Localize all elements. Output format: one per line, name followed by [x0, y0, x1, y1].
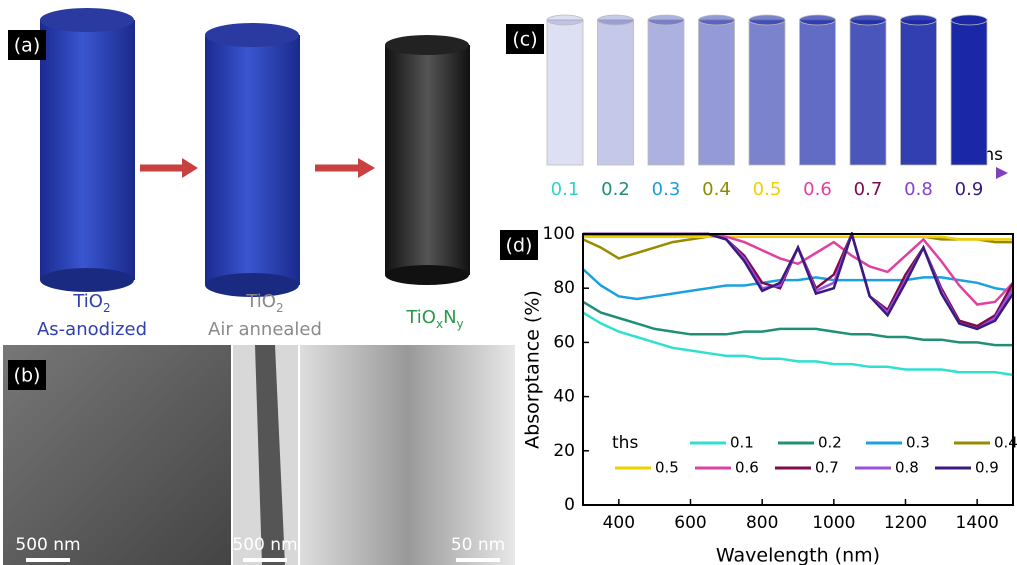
x-tick-label: 1000	[812, 513, 855, 533]
y-tick-label: 60	[553, 332, 575, 352]
panel-label: (a)	[14, 35, 40, 57]
ths-label: 0.7	[854, 179, 883, 200]
legend-label: 0.5	[655, 459, 679, 477]
series-line	[583, 237, 1013, 240]
body: (a) TiO2As-anodizedTiO2Air annealedTiOxN…	[0, 0, 1017, 565]
page: {"panel_a": {"label": "(a)", "items": [ …	[0, 0, 1017, 565]
ths-label: 0.8	[904, 179, 933, 200]
tube-top	[800, 15, 836, 25]
formula-part: TiO	[405, 307, 436, 328]
scale-label: 500 nm	[232, 535, 297, 555]
legend-label: 0.6	[735, 459, 759, 477]
tube-top	[699, 15, 735, 25]
scale-bar	[456, 558, 500, 562]
tube-top	[648, 15, 684, 25]
legend-label: 0.9	[975, 459, 999, 477]
micrographs	[3, 345, 515, 565]
x-tick-label: 800	[746, 513, 778, 533]
legend-label: 0.7	[815, 459, 839, 477]
tube	[648, 20, 684, 165]
chart: 0 20 40 60 80 100 400 600 800 1000 1200 1400 Wavelen…	[522, 224, 1017, 565]
y-axis-label: Absorptance (%)	[522, 290, 544, 449]
series-line	[583, 302, 1013, 345]
x-axis-label: Wavelength (nm)	[716, 545, 880, 565]
y-tick-label: 20	[553, 441, 575, 461]
ths-label: 0.9	[955, 179, 984, 200]
formula: TiOxNy	[405, 307, 463, 331]
figure: (a) TiO2As-anodizedTiO2Air annealedTiOxN…	[0, 0, 1017, 565]
x-tick-label: 400	[603, 513, 635, 533]
subscript: y	[457, 317, 464, 331]
tube	[547, 20, 583, 165]
x-tick-label: 1200	[884, 513, 927, 533]
legend-label: 0.4	[994, 434, 1017, 452]
x-tick-label: 600	[674, 513, 706, 533]
scale-bar	[243, 558, 287, 562]
y-tick-label: 80	[553, 278, 575, 298]
tube-top	[850, 15, 886, 25]
tube	[850, 20, 886, 165]
ths-label: 0.4	[702, 179, 731, 200]
formula-part: TiO	[245, 291, 276, 312]
y-tick-label: 0	[564, 495, 575, 515]
series-line	[583, 313, 1013, 375]
y-tick-label: 100	[543, 224, 575, 244]
tube	[800, 20, 836, 165]
panel-label: (b)	[14, 365, 41, 387]
legend-label: 0.8	[895, 459, 919, 477]
scale-label: 500 nm	[15, 535, 80, 555]
formula: TiO2	[72, 291, 110, 315]
tube-top	[951, 15, 987, 25]
legend-title: ths	[612, 433, 638, 453]
tube	[749, 20, 785, 165]
ths-label: 0.3	[652, 179, 681, 200]
tube	[951, 20, 987, 165]
caption: As-anodized	[37, 319, 147, 340]
tube-top	[749, 15, 785, 25]
tube-top	[901, 15, 937, 25]
tube	[699, 20, 735, 165]
tube-top	[547, 15, 583, 25]
formula-part: N	[443, 307, 456, 328]
subscript: 2	[103, 301, 111, 315]
ths-label: 0.1	[551, 179, 580, 200]
tubes-a	[40, 8, 470, 297]
legend-label: 0.1	[730, 434, 754, 452]
scale-bar	[26, 558, 70, 562]
subscript: x	[436, 317, 443, 331]
caption: Air annealed	[208, 319, 322, 340]
x-tick-label: 1400	[956, 513, 999, 533]
ths-label: 0.2	[601, 179, 630, 200]
legend-label: 0.2	[818, 434, 842, 452]
subscript: 2	[276, 301, 284, 315]
series-line	[583, 269, 1013, 299]
tube-top	[598, 15, 634, 25]
tube	[901, 20, 937, 165]
scale-label: 50 nm	[451, 535, 505, 555]
legend-label: 0.3	[906, 434, 930, 452]
panel-label: (d)	[506, 235, 533, 257]
y-tick-label: 40	[553, 387, 575, 407]
ths-label: 0.5	[753, 179, 782, 200]
tube	[598, 20, 634, 165]
ths-label: 0.6	[803, 179, 832, 200]
series-line	[583, 234, 1013, 329]
panel-label: (c)	[512, 29, 537, 51]
formula-part: TiO	[72, 291, 103, 312]
